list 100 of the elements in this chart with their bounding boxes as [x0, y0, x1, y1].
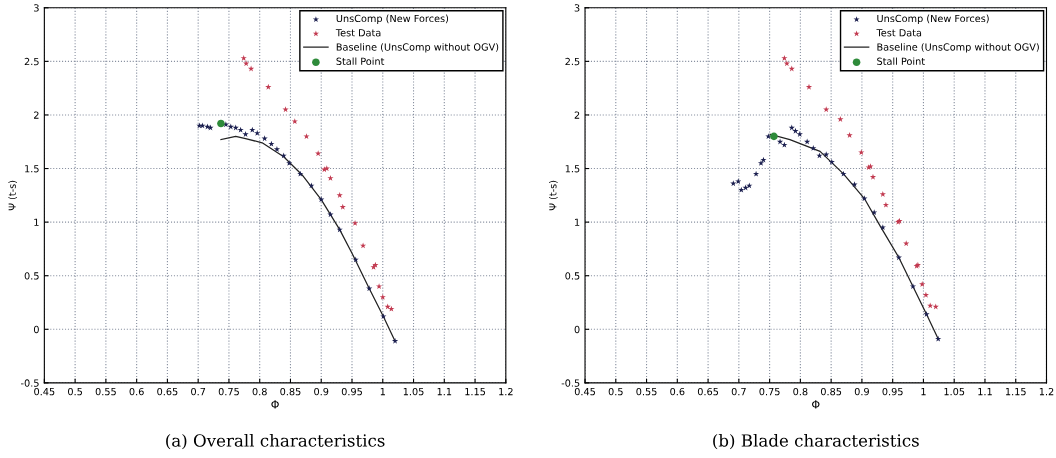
point	[243, 60, 250, 67]
point	[923, 311, 930, 317]
x-tick-label: 0.65	[697, 387, 719, 396]
x-tick-label: 1.15	[465, 388, 486, 396]
point	[781, 141, 788, 148]
point	[336, 192, 343, 198]
x-axis-title: Φ	[271, 400, 279, 409]
point	[388, 305, 395, 312]
point	[788, 124, 795, 131]
x-tick-label: 1	[921, 388, 926, 396]
x-tick-label: 0.75	[218, 387, 239, 396]
point	[783, 60, 790, 67]
point	[851, 181, 858, 188]
x-tick-label: 1.2	[499, 387, 513, 396]
point	[869, 173, 877, 180]
point	[903, 240, 910, 247]
x-tick-label: 0.75	[759, 387, 780, 396]
point	[846, 132, 853, 138]
point	[760, 156, 767, 163]
point	[265, 83, 272, 90]
point	[922, 291, 929, 298]
point	[351, 219, 359, 226]
legend-label: Test Data	[876, 29, 922, 37]
x-tick-label: 0.9	[314, 387, 329, 396]
x-tick-label: 0.5	[68, 387, 82, 396]
point	[792, 127, 799, 134]
x-tick-label: 0.6	[129, 387, 144, 396]
x-tick-label: 0.45	[574, 387, 595, 396]
x-tick-label: 0.65	[157, 387, 178, 396]
x-tick-label: 0.95	[341, 387, 362, 396]
point	[286, 159, 293, 166]
point	[735, 178, 742, 185]
point	[788, 65, 795, 72]
point	[339, 203, 346, 210]
point	[391, 337, 399, 344]
y-tick-label: 3	[574, 4, 580, 12]
y-tick-label: 1.5	[25, 165, 39, 173]
x-tick-label: 1.1	[437, 388, 452, 396]
point	[805, 83, 813, 90]
x-tick-label: 0.7	[191, 387, 206, 396]
legend-label: Stall Point	[336, 57, 385, 65]
x-tick-label: 1.1	[978, 388, 992, 396]
y-tick-label: 0	[574, 325, 580, 334]
point	[909, 283, 917, 290]
point	[879, 191, 886, 197]
x-tick-label: 0.55	[636, 387, 657, 396]
x-tick-label: 0.45	[34, 387, 55, 396]
point	[384, 303, 391, 310]
x-tick-label: 0.6	[670, 387, 685, 396]
x-axis-title: Φ	[812, 400, 820, 409]
legend-label: UnsComp (New Forces)	[336, 14, 449, 24]
y-tick-label: -0.5	[21, 379, 39, 387]
point	[280, 152, 287, 159]
y-tick-label: 1	[34, 218, 39, 226]
point	[254, 129, 261, 136]
y-tick-label: 2.5	[24, 57, 39, 66]
point	[858, 149, 865, 156]
point	[291, 118, 298, 125]
x-tick-label: 0.5	[608, 387, 623, 396]
point	[738, 186, 745, 193]
point	[810, 144, 817, 151]
x-tick-label: 1	[380, 388, 385, 396]
y-tick-label: -0.5	[561, 379, 580, 387]
point	[227, 123, 234, 130]
point	[303, 133, 310, 140]
x-tick-label: 0.55	[95, 387, 116, 396]
x-tick-label: 1.05	[944, 387, 965, 396]
point	[308, 182, 315, 189]
y-tick-label: 2	[574, 111, 580, 119]
point	[796, 130, 803, 137]
y-tick-label: 0.5	[24, 272, 39, 280]
point	[242, 130, 249, 137]
point	[282, 106, 289, 113]
x-tick-label: 0.9	[854, 387, 869, 396]
x-tick-label: 0.85	[820, 387, 842, 396]
point	[232, 124, 239, 131]
point	[237, 126, 244, 133]
x-tick-label: 0.85	[280, 387, 301, 396]
x-tick-label: 0.8	[793, 387, 808, 396]
y-axis-title: Ψ (t-s)	[549, 180, 558, 211]
x-tick-label: 0.8	[252, 387, 267, 396]
point	[879, 224, 886, 231]
point	[315, 150, 322, 157]
point	[837, 115, 844, 122]
x-tick-label: 1.05	[403, 387, 424, 396]
y-tick-label: 2.5	[565, 57, 580, 66]
point	[919, 281, 926, 287]
point	[240, 54, 247, 61]
point	[379, 293, 386, 300]
point	[375, 283, 383, 290]
point	[932, 303, 939, 310]
y-tick-label: 3	[34, 4, 39, 12]
legend-label: Baseline (UnsComp without OGV)	[877, 43, 1039, 53]
point	[268, 140, 275, 147]
point	[781, 54, 788, 61]
x-tick-label: 1.15	[1005, 388, 1026, 396]
point	[217, 119, 225, 128]
y-tick-label: 2	[34, 111, 39, 119]
point	[871, 209, 878, 216]
x-tick-label: 1.2	[1039, 387, 1054, 396]
